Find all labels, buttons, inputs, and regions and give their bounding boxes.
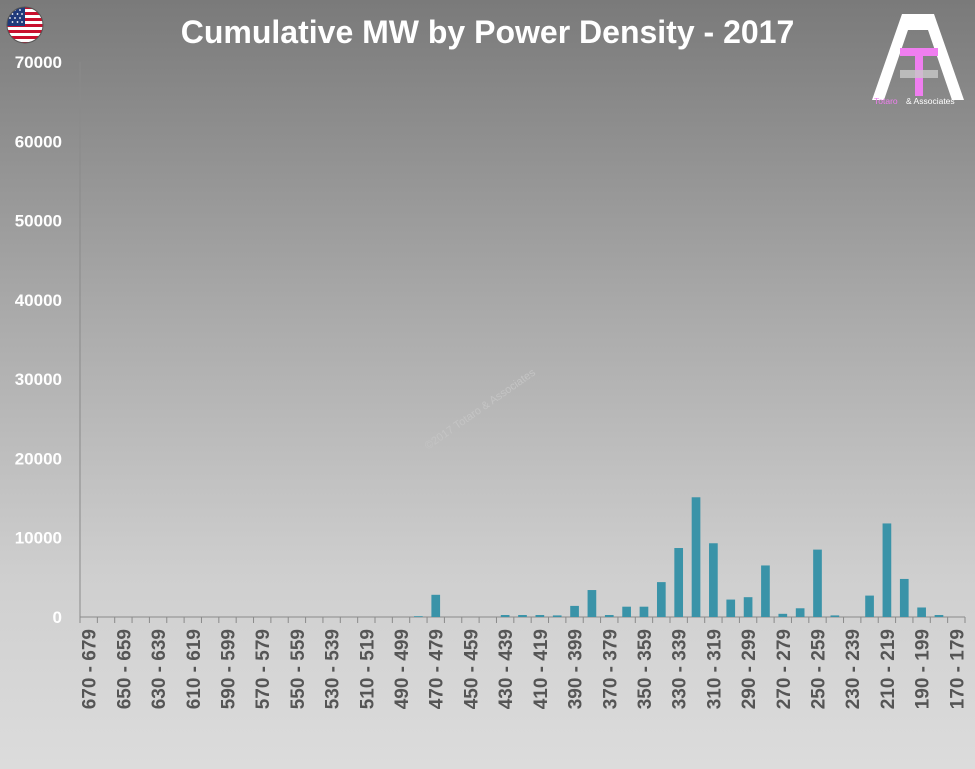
totaro-associates-logo: Totaro & Associates bbox=[872, 14, 964, 106]
watermark: ©2017 Totaro & Associates bbox=[423, 366, 538, 452]
x-tick-label: 610 - 619 bbox=[184, 629, 205, 709]
x-tick-label: 270 - 279 bbox=[774, 629, 795, 709]
bar bbox=[518, 615, 527, 617]
y-tick-label: 0 bbox=[53, 608, 62, 627]
chart-axes bbox=[79, 62, 965, 618]
x-tick-label: 530 - 539 bbox=[323, 629, 344, 709]
bar bbox=[882, 523, 892, 617]
bar bbox=[674, 548, 684, 617]
x-tick-label: 250 - 259 bbox=[809, 629, 830, 709]
x-tick-label: 350 - 359 bbox=[635, 629, 656, 709]
x-tick-label: 570 - 579 bbox=[253, 629, 274, 709]
logo-text-totaro: Totaro bbox=[874, 96, 898, 106]
bar bbox=[899, 578, 909, 617]
x-tick-label: 430 - 439 bbox=[496, 629, 517, 709]
bar bbox=[535, 615, 545, 617]
bar bbox=[500, 615, 510, 617]
x-tick-label: 310 - 319 bbox=[704, 629, 725, 709]
x-tick-label: 410 - 419 bbox=[531, 629, 552, 709]
bar bbox=[761, 565, 770, 617]
x-tick-label: 210 - 219 bbox=[878, 629, 899, 709]
bar bbox=[865, 595, 874, 617]
x-tick-label: 550 - 559 bbox=[288, 629, 309, 709]
bar bbox=[917, 607, 926, 617]
y-tick-label: 20000 bbox=[15, 449, 62, 468]
bar bbox=[552, 615, 562, 617]
x-tick-label: 170 - 179 bbox=[947, 629, 968, 709]
x-tick-label: 370 - 379 bbox=[600, 629, 621, 709]
us-flag-icon bbox=[6, 6, 44, 44]
bar bbox=[414, 616, 423, 617]
bar bbox=[934, 615, 944, 617]
x-tick-label: 650 - 659 bbox=[114, 629, 135, 709]
logo-text-associates: & Associates bbox=[906, 96, 955, 106]
x-tick-label: 670 - 679 bbox=[80, 629, 101, 709]
x-tick-label: 470 - 479 bbox=[427, 629, 448, 709]
chart-title: Cumulative MW by Power Density - 2017 bbox=[180, 14, 795, 50]
bar bbox=[431, 594, 441, 617]
y-tick-label: 10000 bbox=[15, 529, 62, 548]
bar bbox=[709, 543, 718, 617]
x-tick-label: 590 - 599 bbox=[219, 629, 240, 709]
bar bbox=[795, 608, 805, 617]
x-tick-label: 390 - 399 bbox=[566, 629, 587, 709]
x-tick-label: 450 - 459 bbox=[461, 629, 482, 709]
bar bbox=[587, 590, 597, 617]
x-tick-label: 510 - 519 bbox=[357, 629, 378, 709]
x-tick-label: 630 - 639 bbox=[149, 629, 170, 709]
bar bbox=[830, 615, 840, 617]
x-tick-label: 230 - 239 bbox=[843, 629, 864, 709]
x-tick-label: 330 - 339 bbox=[670, 629, 691, 709]
y-tick-label: 50000 bbox=[15, 212, 62, 231]
x-axis-ticks: 670 - 679 650 - 659 630 - 639 610 - 619 590 … bbox=[79, 617, 968, 709]
bar bbox=[622, 606, 631, 617]
y-axis-ticks: 0 10000 20000 30000 40000 50000 60000 70000 bbox=[15, 53, 62, 627]
y-tick-label: 70000 bbox=[15, 53, 62, 72]
bar bbox=[743, 597, 753, 617]
y-tick-label: 30000 bbox=[15, 370, 62, 389]
bar bbox=[726, 599, 736, 617]
chart-bars bbox=[414, 497, 944, 617]
y-tick-label: 40000 bbox=[15, 291, 62, 310]
bar bbox=[639, 606, 649, 617]
x-tick-label: 290 - 299 bbox=[739, 629, 760, 709]
bar bbox=[570, 605, 579, 617]
y-tick-label: 60000 bbox=[15, 132, 62, 151]
bar bbox=[604, 615, 614, 617]
bar bbox=[778, 613, 788, 617]
bar bbox=[813, 549, 822, 617]
x-tick-label: 490 - 499 bbox=[392, 629, 413, 709]
bar bbox=[656, 582, 666, 617]
bar bbox=[691, 497, 701, 617]
x-tick-label: 190 - 199 bbox=[913, 629, 934, 709]
